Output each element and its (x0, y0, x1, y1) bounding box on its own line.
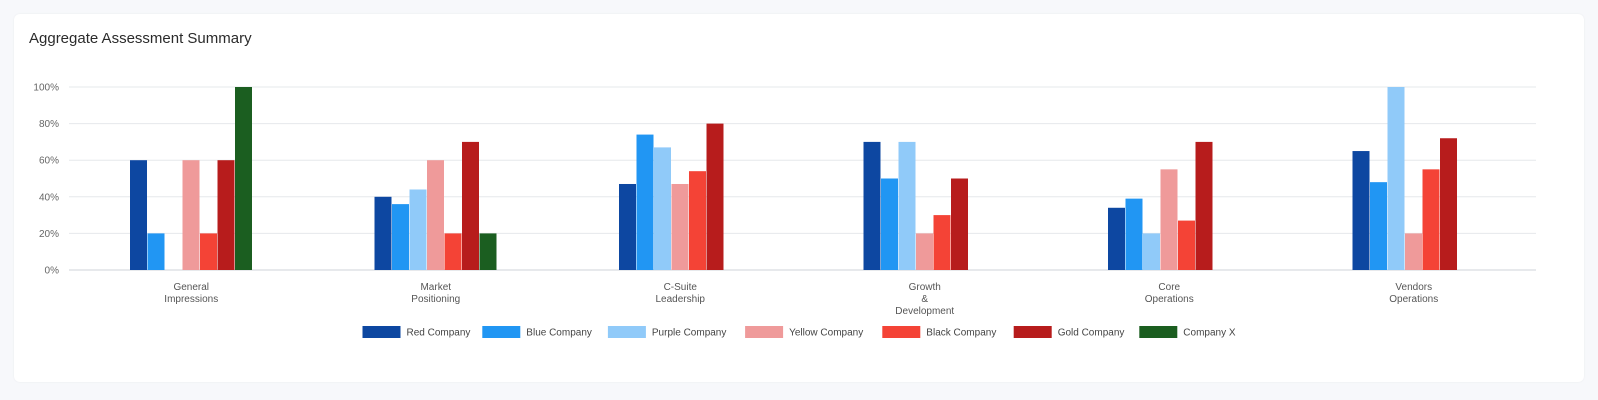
bar (654, 147, 671, 270)
chart-card: Aggregate Assessment Summary 0% 20% 40% 60%… (14, 14, 1584, 382)
bar (916, 233, 933, 270)
x-category-label: Growth & Development (895, 282, 954, 317)
bar (863, 141, 881, 270)
legend-label: Red Company (407, 328, 471, 339)
bar (409, 189, 427, 270)
legend-label: Blue Company (526, 328, 592, 339)
bar (1160, 169, 1178, 270)
bar (1422, 169, 1440, 270)
legend-label: Yellow Company (789, 328, 863, 339)
legend-label: Gold Company (1058, 328, 1125, 339)
bar (671, 183, 689, 270)
bar (619, 183, 636, 270)
bar (1405, 233, 1422, 270)
y-tick-label: 60% (39, 156, 59, 167)
bar (235, 87, 252, 270)
legend-swatch (745, 326, 784, 338)
bar (1352, 151, 1370, 270)
chart-title: Aggregate Assessment Summary (29, 30, 252, 47)
y-tick-label: 100% (33, 83, 59, 94)
bar (182, 160, 200, 270)
y-tick-label: 40% (39, 192, 59, 203)
legend-label: Black Company (926, 328, 996, 339)
legend-swatch (1013, 326, 1052, 338)
bar (1178, 220, 1195, 270)
bar (898, 141, 916, 270)
x-category-label: Vendors Operations (1389, 282, 1438, 305)
bar (217, 160, 235, 270)
bar (427, 160, 444, 270)
x-category-label: C-Suite Leadership (656, 282, 706, 305)
bar (706, 123, 724, 270)
y-tick-label: 20% (39, 229, 59, 240)
bar (636, 134, 654, 270)
legend-label: Company X (1183, 328, 1236, 339)
bar (1387, 87, 1405, 270)
bar (479, 233, 497, 270)
bar (1370, 182, 1387, 270)
bar (130, 160, 147, 270)
bar-chart: 0% 20% 40% 60% 80% 100% General Impressions Mark… (33, 83, 1536, 339)
x-category-label: Core Operations (1145, 282, 1194, 305)
bar (1108, 207, 1125, 270)
y-tick-label: 80% (39, 119, 59, 130)
y-tick-label: 0% (45, 266, 60, 277)
legend-swatch (362, 326, 401, 338)
bar (951, 178, 968, 270)
x-category-label: Market Positioning (411, 282, 460, 305)
bar (147, 233, 165, 270)
legend-swatch (482, 326, 521, 338)
bar (1143, 233, 1160, 270)
legend-swatch (607, 326, 646, 338)
bar (933, 215, 951, 270)
bar (462, 141, 479, 270)
bar (881, 178, 898, 270)
legend-label: Purple Company (652, 328, 726, 339)
x-category-label: General Impressions (164, 282, 218, 305)
bar (1440, 138, 1457, 270)
bar (200, 233, 217, 270)
bar (1195, 141, 1213, 270)
bar (374, 196, 392, 270)
bar (444, 233, 462, 270)
bar (689, 171, 706, 270)
bar (1125, 198, 1143, 270)
legend-swatch (1139, 326, 1178, 338)
bar (392, 204, 409, 270)
legend-swatch (882, 326, 921, 338)
